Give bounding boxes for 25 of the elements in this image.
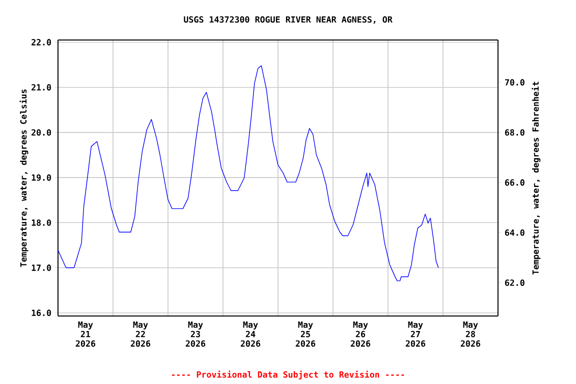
y-tick-label: 18.0: [32, 219, 51, 226]
y-tick-label: 19.0: [32, 174, 51, 181]
y2-tick-label: 64.0: [505, 229, 524, 236]
y-tick-label: 16.0: [32, 310, 51, 316]
y2-tick-label: 68.0: [505, 129, 524, 136]
x-tick-label: May 28 2026: [460, 322, 480, 347]
x-tick-label: May 24 2026: [240, 322, 260, 347]
y2-axis-title: Temperature, water, degrees Fahrenheit: [532, 82, 540, 274]
x-tick-label: May 21 2026: [76, 322, 96, 347]
x-tick-label: May 26 2026: [350, 322, 370, 347]
y-tick-label: 20.0: [32, 129, 51, 136]
y2-tick-label: 70.0: [505, 79, 524, 86]
line-series: [58, 65, 439, 282]
x-tick-label: May 25 2026: [296, 322, 316, 347]
x-tick-label: May 23 2026: [186, 322, 206, 347]
x-tick-label: May 27 2026: [406, 322, 426, 347]
y2-tick-label: 66.0: [505, 179, 524, 186]
y-tick-label: 22.0: [32, 39, 51, 46]
y-axis-title: Temperature, water, degrees Celsius: [20, 89, 28, 267]
chart-title: USGS 14372300 ROGUE RIVER NEAR AGNESS, OR: [184, 16, 392, 24]
x-tick-label: May 22 2026: [130, 322, 150, 347]
y-tick-label: 21.0: [32, 84, 51, 91]
y2-tick-label: 62.0: [505, 279, 524, 286]
text: ---- Provisional Data Subject to Revision ----: [172, 370, 404, 380]
y-tick-label: 17.0: [32, 264, 51, 271]
